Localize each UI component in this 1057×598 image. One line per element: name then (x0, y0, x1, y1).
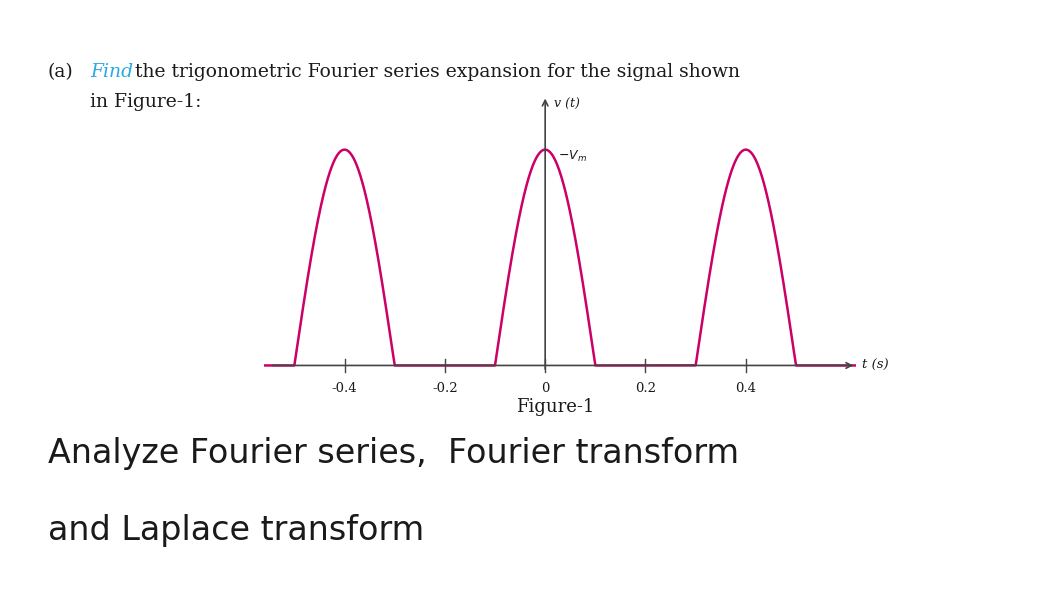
Text: $-V_m$: $-V_m$ (558, 148, 587, 164)
Text: -0.2: -0.2 (432, 382, 458, 395)
Text: 0.4: 0.4 (736, 382, 757, 395)
Text: Figure-1: Figure-1 (516, 398, 594, 416)
Text: the trigonometric Fourier series expansion for the signal shown: the trigonometric Fourier series expansi… (129, 63, 740, 81)
Text: in Figure-1:: in Figure-1: (90, 93, 201, 111)
Text: -0.4: -0.4 (332, 382, 357, 395)
Text: t (s): t (s) (863, 359, 889, 372)
Text: 0: 0 (541, 382, 550, 395)
Text: (a): (a) (48, 63, 73, 81)
Text: 0.2: 0.2 (635, 382, 656, 395)
Text: and Laplace transform: and Laplace transform (48, 514, 424, 547)
Text: Analyze Fourier series,  Fourier transform: Analyze Fourier series, Fourier transfor… (48, 437, 739, 469)
Text: Find: Find (90, 63, 133, 81)
Text: v (t): v (t) (554, 99, 580, 111)
